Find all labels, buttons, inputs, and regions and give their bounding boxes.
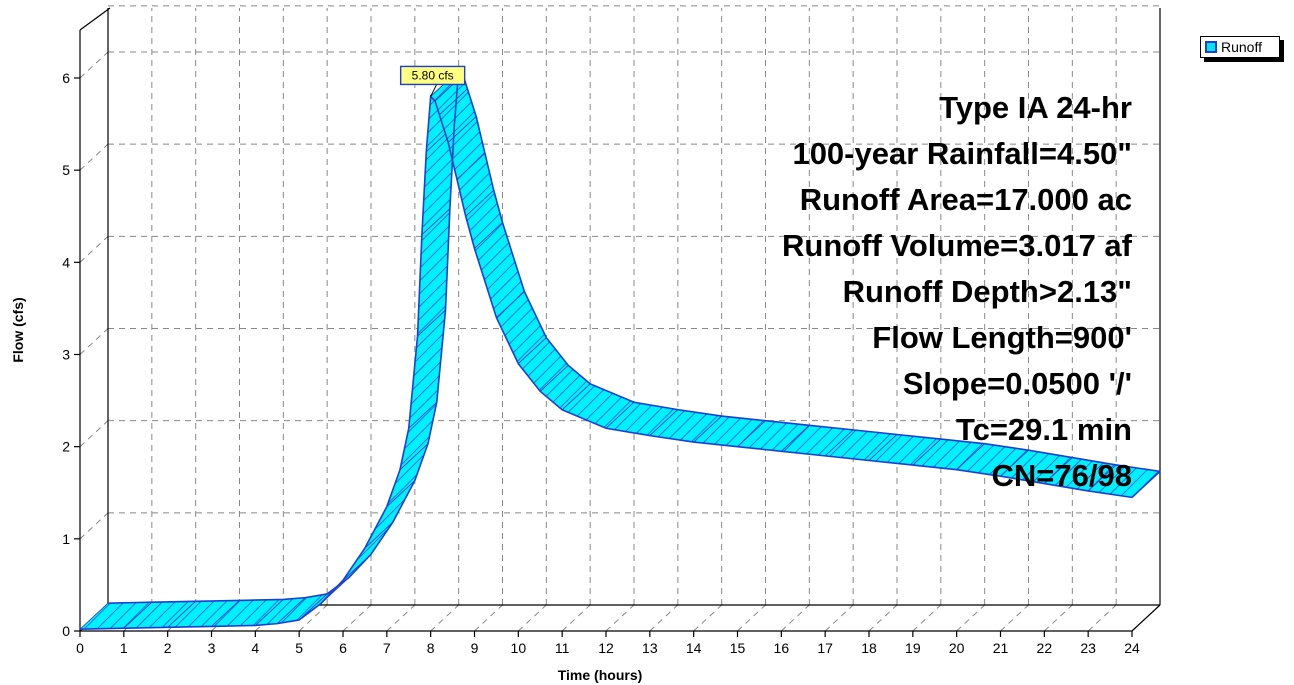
y-axis-title: Flow (cfs) <box>10 297 26 362</box>
floor-grid-line <box>430 604 460 632</box>
annotation-line: Flow Length=900' <box>872 320 1132 355</box>
x-tick-label: 4 <box>251 640 259 656</box>
x-tick-label: 9 <box>471 640 479 656</box>
peak-leader <box>430 84 438 97</box>
x-axis-title: Time (hours) <box>558 667 643 683</box>
floor-grid-line <box>605 604 635 632</box>
annotation-block: Type IA 24-hr 100-year Rainfall=4.50" Runo… <box>782 90 1133 493</box>
floor-grid-line <box>649 604 679 632</box>
peak-label-box <box>399 65 466 86</box>
x-tick-label: 2 <box>164 640 172 656</box>
y-tick-labels: 0 1 2 3 4 5 6 <box>62 70 70 639</box>
x-tick-label: 5 <box>295 640 303 656</box>
x-tick-label: 6 <box>339 640 347 656</box>
x-tick-label: 24 <box>1124 640 1140 656</box>
x-tick-label: 14 <box>686 640 702 656</box>
side-grid-line <box>79 143 109 171</box>
floor-grid-line <box>824 604 854 632</box>
floor-grid-line <box>1087 604 1117 632</box>
x-tick-label: 20 <box>949 640 965 656</box>
x-tick-label: 3 <box>208 640 216 656</box>
x-tick-label: 18 <box>861 640 877 656</box>
annotation-line: Tc=29.1 min <box>956 412 1132 447</box>
series-end-cap <box>1131 470 1161 498</box>
annotation-line: CN=76/98 <box>992 458 1132 493</box>
x-tick-label: 15 <box>730 640 746 656</box>
x-tick-label: 11 <box>555 640 570 656</box>
x-tick-label: 23 <box>1080 640 1096 656</box>
series-front-line <box>79 94 1133 630</box>
floor-grid-line <box>956 604 986 632</box>
floor-grid-line <box>737 604 766 632</box>
floor-grid-line <box>693 604 723 632</box>
legend-label-runoff: Runoff <box>1221 39 1262 55</box>
x-tick-label: 19 <box>905 640 921 656</box>
y-tick-label: 4 <box>62 254 70 270</box>
floor-grid-line <box>1000 604 1029 632</box>
floor-grid-line <box>474 604 503 632</box>
x-tick-label: 10 <box>511 640 527 656</box>
y-tick-label: 6 <box>62 70 70 86</box>
x-tick-label: 8 <box>427 640 435 656</box>
data-segment <box>364 480 416 549</box>
side-grid-line <box>79 328 109 355</box>
series-back-line <box>107 68 1161 604</box>
floor-grid-line <box>1043 604 1073 632</box>
floor-grid-line <box>342 604 372 632</box>
y-tick-label: 0 <box>62 623 70 639</box>
x-tick-labels: 0 1 2 3 4 5 6 7 8 9 10 11 12 13 14 15 16 17 18 19 20 21 22 23 24 <box>76 640 1140 656</box>
annotation-line: Runoff Volume=3.017 af <box>782 228 1133 263</box>
floor-grid-line <box>912 604 942 632</box>
annotation-line: Type IA 24-hr <box>939 90 1132 125</box>
side-grid-line <box>79 51 109 79</box>
data-segment <box>342 521 394 581</box>
frame-line <box>79 7 111 31</box>
frame-line <box>1131 604 1161 632</box>
x-tick-label: 16 <box>774 640 790 656</box>
annotation-line: Runoff Depth>2.13" <box>843 274 1132 309</box>
y-tick-label: 3 <box>62 347 70 363</box>
x-tick-label: 1 <box>120 640 128 656</box>
floor-grid-line <box>868 604 898 632</box>
x-tick-label: 13 <box>642 640 658 656</box>
x-tick-label: 21 <box>993 640 1009 656</box>
legend: Runoff <box>1200 36 1280 58</box>
peak-callout: 5.80 cfs <box>399 65 466 97</box>
y-tick-label: 5 <box>62 162 70 178</box>
x-tick-label: 7 <box>383 640 391 656</box>
annotation-line: 100-year Rainfall=4.50" <box>792 136 1132 171</box>
plot-frame <box>74 7 1161 637</box>
side-grid-line <box>79 420 109 448</box>
side-grid-line <box>79 235 109 263</box>
floor-grid-line <box>561 604 591 632</box>
x-tick-label: 17 <box>817 640 833 656</box>
peak-label: 5.80 cfs <box>412 68 454 82</box>
x-tick-label: 0 <box>76 640 84 656</box>
floor-grid-line <box>517 604 547 632</box>
annotation-line: Runoff Area=17.000 ac <box>800 182 1132 217</box>
x-tick-label: 12 <box>598 640 614 656</box>
floor-grid-line <box>386 604 416 632</box>
annotation-line: Slope=0.0500 '/' <box>903 366 1132 401</box>
x-tick-label: 22 <box>1037 640 1053 656</box>
y-tick-label: 2 <box>62 439 70 455</box>
side-grid-line <box>79 512 109 540</box>
y-tick-label: 1 <box>62 531 70 547</box>
floor-grid-line <box>780 604 810 632</box>
series-runoff <box>78 68 1161 630</box>
legend-swatch <box>1205 41 1217 53</box>
